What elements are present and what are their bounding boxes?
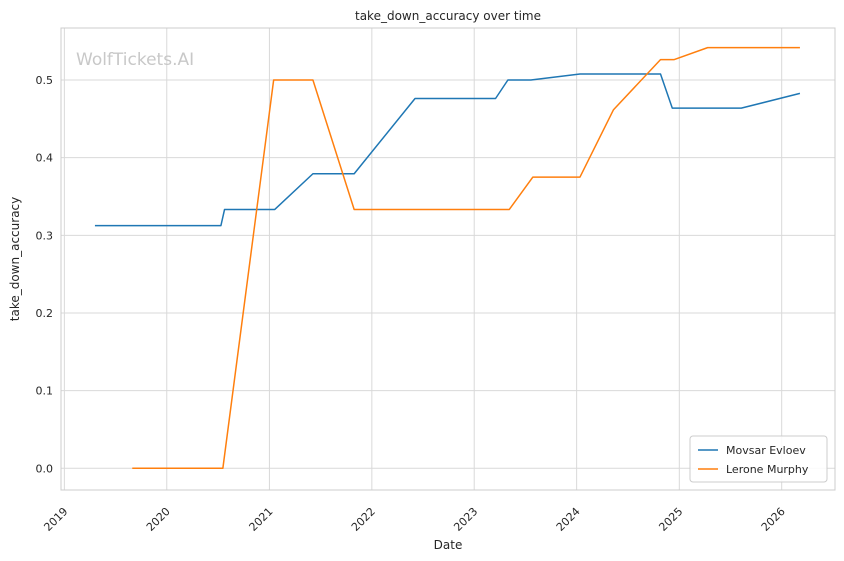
- y-axis-label: take_down_accuracy: [8, 197, 22, 321]
- series-lines: [94, 46, 801, 470]
- watermark: WolfTickets.AI: [76, 50, 194, 70]
- y-tick-label: 0.4: [36, 152, 54, 165]
- y-axis-ticks: 0.0 0.1 0.2 0.3 0.4 0.5: [36, 74, 54, 475]
- y-tick-label: 0.2: [36, 307, 54, 320]
- y-tick-label: 0.3: [36, 229, 54, 242]
- legend-label: Movsar Evloev: [726, 444, 806, 457]
- legend-box: [689, 435, 828, 483]
- x-tick-label: 2025: [656, 505, 685, 534]
- y-tick-label: 0.1: [36, 385, 54, 398]
- series-line-2: [132, 46, 800, 470]
- x-tick-label: 2020: [144, 505, 173, 534]
- x-tick-label: 2024: [554, 505, 583, 534]
- x-tick-label: 2022: [349, 505, 378, 534]
- x-tick-label: 2026: [759, 505, 788, 534]
- x-tick-label: 2021: [247, 505, 276, 534]
- grid: [61, 28, 835, 490]
- x-tick-label: 2023: [451, 505, 480, 534]
- y-tick-label: 0.0: [36, 462, 54, 475]
- series-line-1: [94, 73, 801, 227]
- x-tick-label: 2019: [41, 505, 70, 534]
- x-axis-ticks: 2019 2020 2021 2022 2023 2024 2025 2026: [41, 505, 787, 534]
- x-axis-label: Date: [434, 538, 463, 552]
- legend: Movsar Evloev Lerone Murphy: [689, 435, 828, 483]
- legend-label: Lerone Murphy: [726, 463, 809, 476]
- plot-frame: [60, 27, 836, 491]
- y-tick-label: 0.5: [36, 74, 54, 87]
- chart-title: take_down_accuracy over time: [355, 9, 541, 23]
